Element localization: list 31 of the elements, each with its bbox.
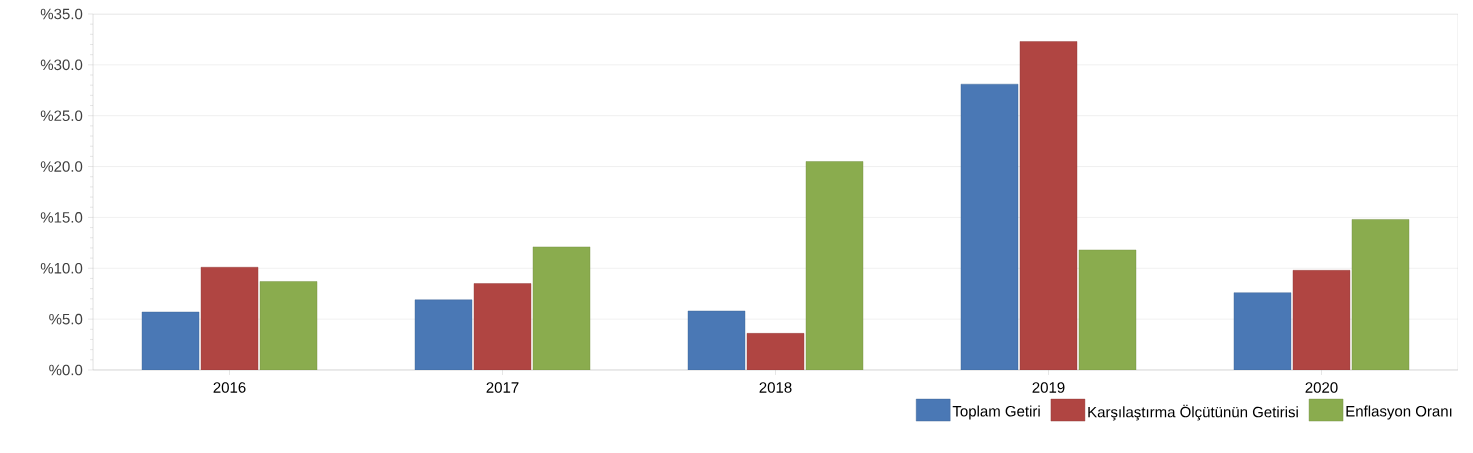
bar bbox=[200, 267, 259, 370]
legend-label: Toplam Getiri bbox=[952, 405, 1040, 420]
bar bbox=[473, 283, 532, 370]
y-tick-label: %25.0 bbox=[40, 110, 83, 121]
y-tick-label: %10.0 bbox=[40, 262, 83, 274]
legend-label: Enflasyon Oranı bbox=[1346, 405, 1452, 420]
y-tick-label: %30.0 bbox=[40, 59, 83, 71]
bar bbox=[532, 246, 591, 370]
bar bbox=[141, 311, 200, 370]
y-tick-label: %0.0 bbox=[49, 364, 83, 376]
bar bbox=[414, 299, 473, 370]
bar bbox=[1351, 219, 1410, 370]
bar bbox=[1233, 292, 1292, 370]
bar bbox=[805, 161, 864, 370]
x-tick-label: 2017 bbox=[486, 382, 519, 393]
bar bbox=[687, 310, 746, 370]
bar bbox=[259, 281, 318, 370]
bar bbox=[1292, 270, 1351, 370]
x-tick-label: 2019 bbox=[1032, 382, 1065, 393]
legend-label: Karşılaştırma Ölçütünün Getirisi bbox=[1088, 404, 1298, 421]
x-tick-label: 2018 bbox=[759, 382, 792, 393]
x-tick-label: 2020 bbox=[1305, 382, 1338, 393]
bar bbox=[1078, 249, 1137, 370]
x-tick-label: 2016 bbox=[213, 382, 246, 393]
y-tick-label: %15.0 bbox=[40, 212, 83, 223]
y-tick-label: %5.0 bbox=[49, 313, 83, 325]
bar bbox=[960, 83, 1019, 370]
bar bbox=[746, 333, 805, 370]
bar bbox=[1019, 41, 1078, 370]
y-tick-label: %35.0 bbox=[40, 8, 83, 20]
y-tick-label: %20.0 bbox=[40, 161, 83, 172]
